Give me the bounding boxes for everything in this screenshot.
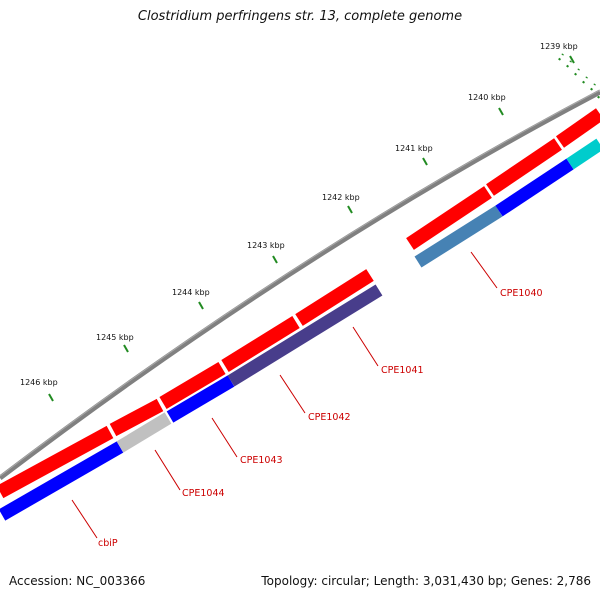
gene-leaders xyxy=(71,251,498,539)
tick-label: 1239 kbp xyxy=(540,42,578,51)
backbone-group xyxy=(0,89,600,480)
gene-label-cpe1043: CPE1043 xyxy=(240,455,283,466)
accession-text: Accession: NC_003366 xyxy=(9,574,146,588)
map-title: Clostridium perfringens str. 13, complet… xyxy=(137,9,463,24)
gene-label-cbip: cbiP xyxy=(98,538,118,549)
cds-colored-reverse xyxy=(0,138,600,521)
tick-label: 1244 kbp xyxy=(172,288,210,297)
tick-label: 1240 kbp xyxy=(468,93,506,102)
tick-label: 1245 kbp xyxy=(96,333,134,342)
genome-summary: Topology: circular; Length: 3,031,430 bp… xyxy=(261,574,591,588)
gene-label-cpe1041: CPE1041 xyxy=(381,365,424,376)
gene-label-cpe1042: CPE1042 xyxy=(308,412,351,423)
backbone-line xyxy=(0,89,600,480)
cds-red-forward xyxy=(0,108,600,499)
tick-label: 1246 kbp xyxy=(20,378,58,387)
tick-label: 1241 kbp xyxy=(395,144,433,153)
tick-label: 1243 kbp xyxy=(247,241,285,250)
gene-label-cpe1044: CPE1044 xyxy=(182,488,225,499)
tick-label: 1242 kbp xyxy=(322,193,360,202)
minor-ticks xyxy=(558,53,600,99)
backbone-highlight xyxy=(0,89,600,477)
gene-labels: CPE1040 CPE1041 CPE1042 CPE1043 CPE1044 … xyxy=(98,288,543,549)
tick-labels: 1239 kbp 1240 kbp 1241 kbp 1242 kbp 1243… xyxy=(20,42,578,387)
gene-label-cpe1040: CPE1040 xyxy=(500,288,543,299)
major-ticks xyxy=(48,55,575,402)
